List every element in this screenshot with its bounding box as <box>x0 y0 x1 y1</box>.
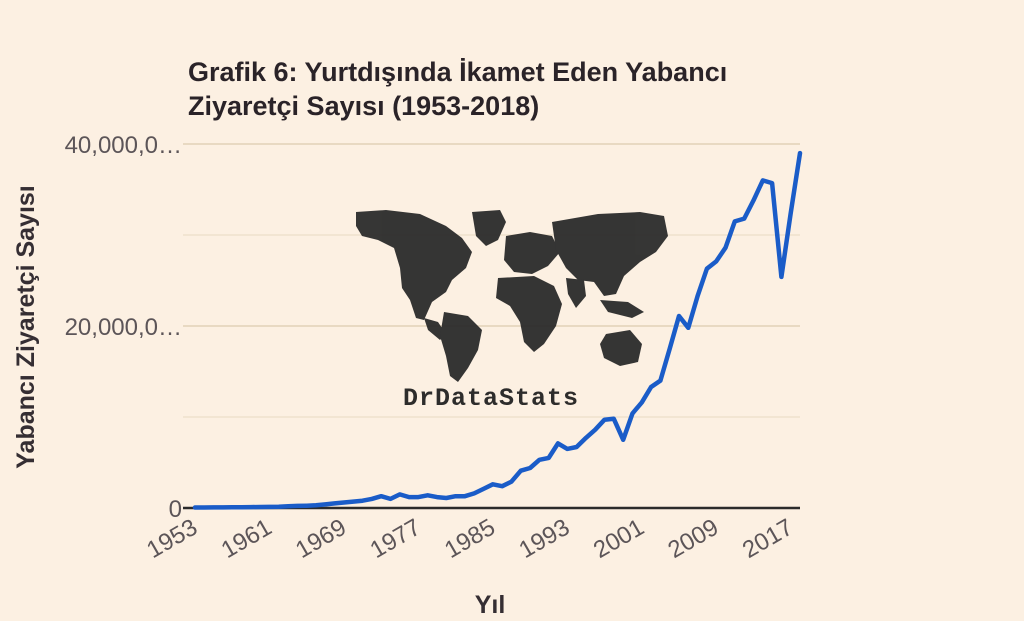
y-tick-label: 20,000,0… <box>65 314 182 341</box>
watermark-text: DrDataStats <box>403 384 579 413</box>
drdatastats-watermark: DrDataStats <box>356 210 668 413</box>
gridlines <box>183 143 800 510</box>
series-layer <box>192 150 803 510</box>
x-tick-label: 1977 <box>366 514 426 564</box>
x-tick-label: 1993 <box>515 514 575 564</box>
y-axis-label: Yabancı Ziyaretçi Sayısı <box>12 185 40 469</box>
chart-title-line-2: Ziyaretçi Sayısı (1953-2018) <box>188 91 539 121</box>
x-tick-label: 1961 <box>217 514 277 564</box>
world-map-icon <box>356 210 668 382</box>
x-tick-label: 1969 <box>291 514 351 564</box>
y-tick-label: 0 <box>169 496 182 523</box>
x-axis-ticks: 1953 1961 1969 1977 1985 1993 2001 2009 2017 <box>142 514 797 564</box>
y-axis-ticks: 0 20,000,0… 40,000,0… <box>65 132 182 523</box>
x-tick-label: 1985 <box>440 514 500 564</box>
x-tick-label: 2001 <box>589 514 649 564</box>
x-axis-label: Yıl <box>475 591 506 619</box>
y-tick-label: 40,000,0… <box>65 132 182 159</box>
x-tick-label: 2009 <box>663 514 723 564</box>
chart-title-line-1: Grafik 6: Yurtdışında İkamet Eden Yabanc… <box>188 57 727 87</box>
series-line-0 <box>192 150 803 510</box>
x-tick-label: 2017 <box>738 514 798 564</box>
